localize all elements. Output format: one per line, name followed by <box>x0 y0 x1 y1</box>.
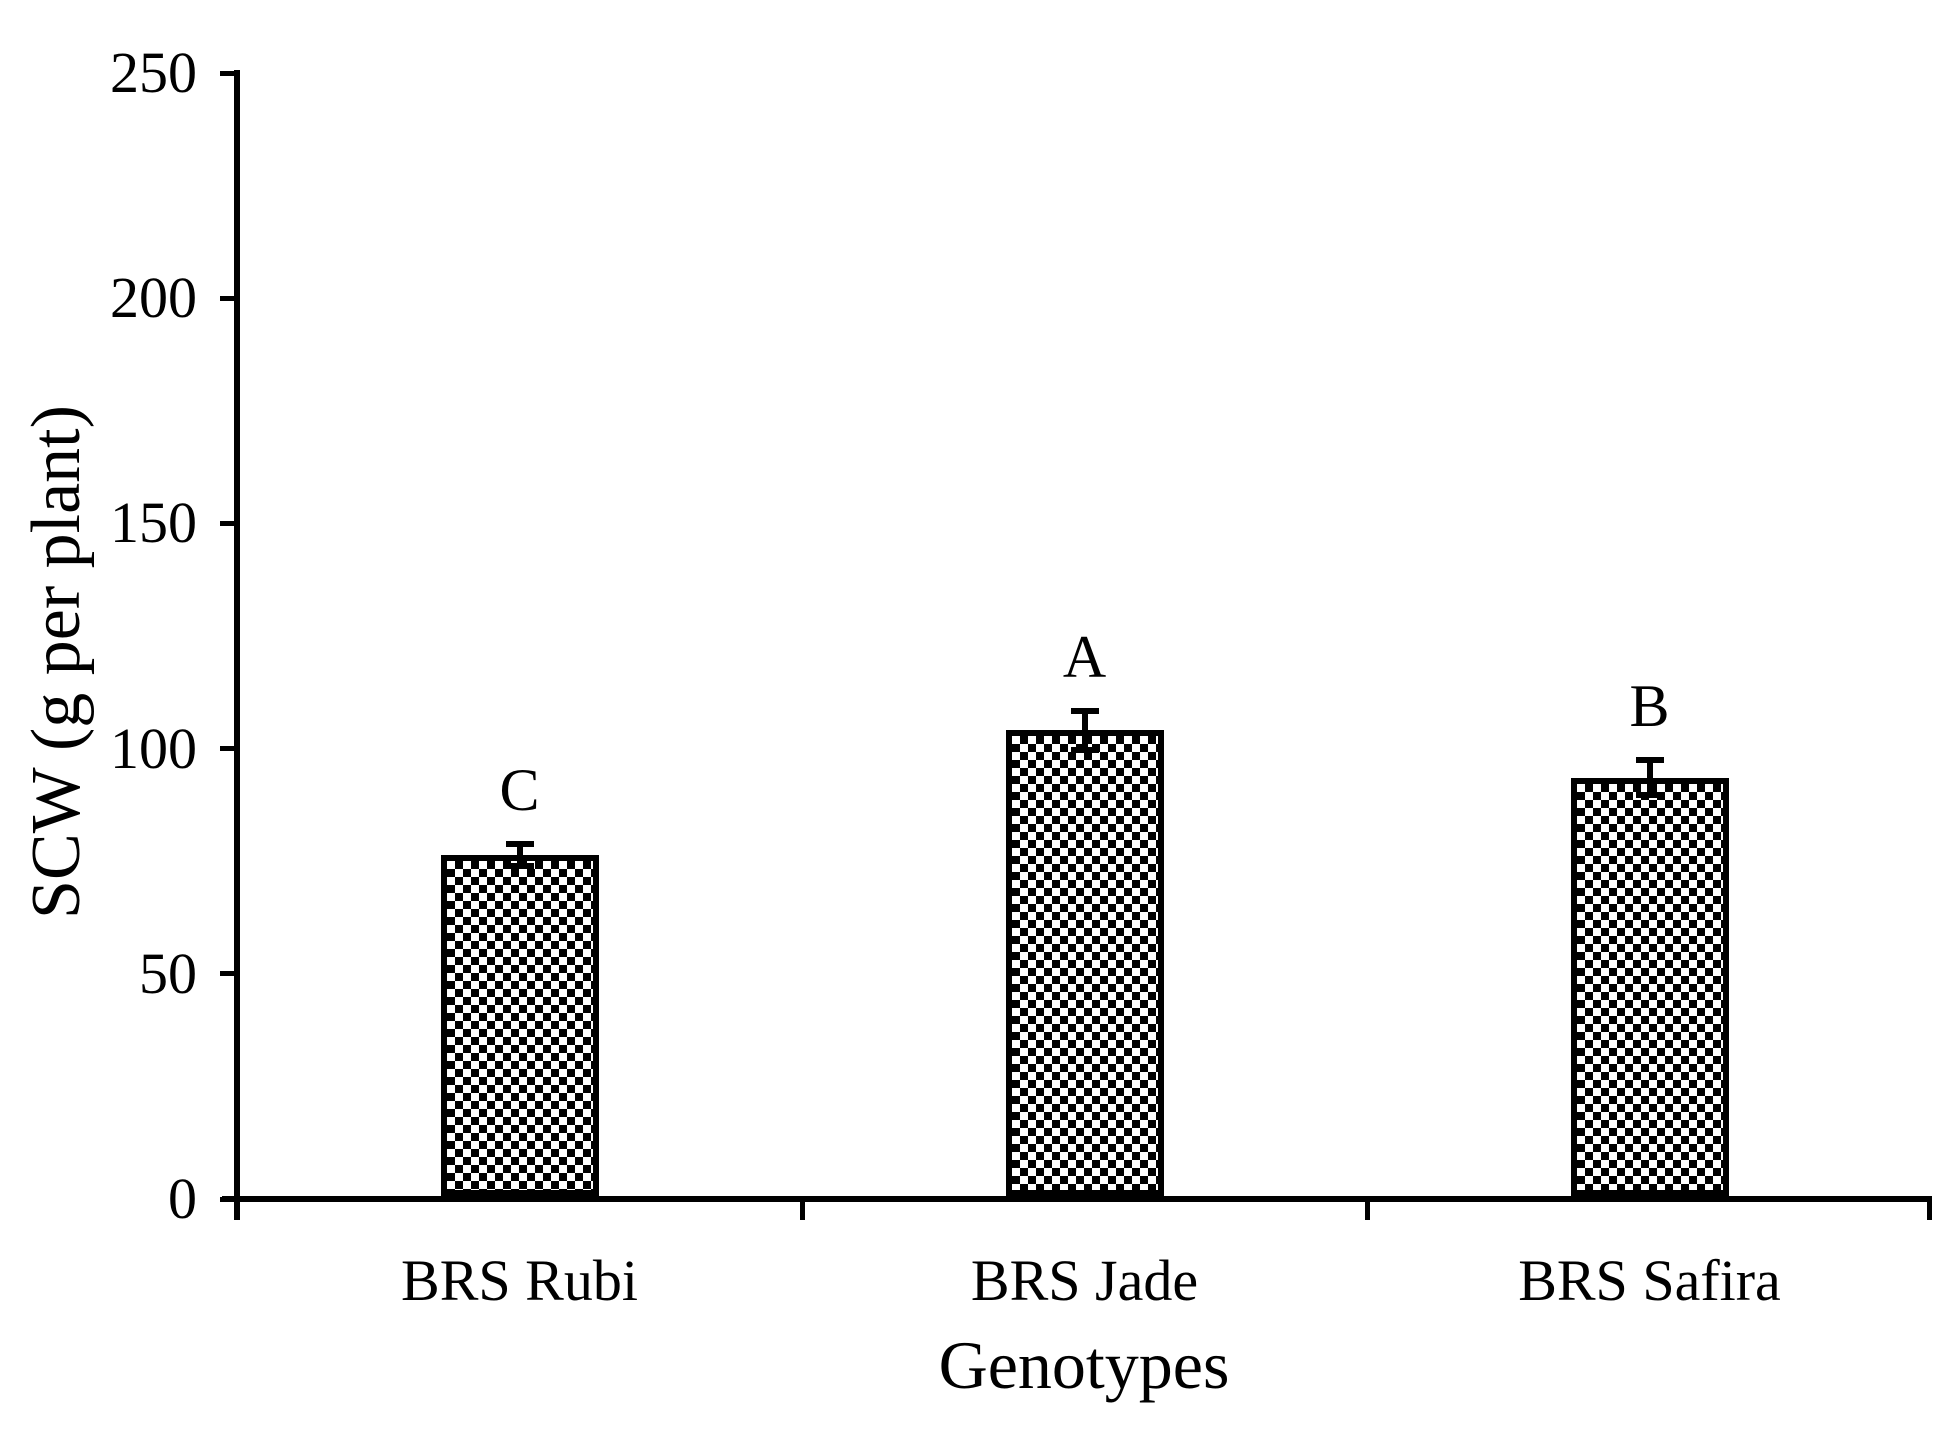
bar <box>1005 730 1164 1196</box>
y-tick-label: 150 <box>110 490 197 556</box>
y-tick-mark <box>220 295 237 301</box>
y-tick-mark <box>220 1196 237 1202</box>
error-bar-whisker <box>1081 710 1088 750</box>
y-tick-mark <box>220 520 237 526</box>
significance-letter: B <box>1629 673 1670 740</box>
y-tick-mark <box>220 971 237 977</box>
category-label: BRS Jade <box>970 1248 1199 1313</box>
y-axis-line <box>234 70 240 1220</box>
error-bar-cap <box>1635 757 1664 764</box>
x-tick-mark <box>799 1199 805 1220</box>
error-bar-whisker <box>1646 760 1653 796</box>
y-tick-label: 0 <box>168 1166 197 1231</box>
x-axis-title: Genotypes <box>938 1327 1230 1403</box>
y-axis-title: SCW (g per plant) <box>18 405 95 919</box>
error-bar-cap <box>1635 792 1664 799</box>
x-tick-mark <box>1926 1199 1932 1220</box>
error-bar-cap <box>505 862 534 869</box>
significance-letter: A <box>1062 623 1107 690</box>
error-bar-whisker <box>516 844 523 866</box>
error-bar-cap <box>505 841 534 848</box>
error-bar-cap <box>1070 707 1099 714</box>
category-label: BRS Safira <box>1518 1248 1781 1313</box>
y-tick-mark <box>220 70 237 76</box>
y-tick-label: 250 <box>110 40 197 105</box>
y-tick-label: 100 <box>110 715 197 781</box>
x-axis-line <box>222 1196 1932 1202</box>
y-tick-label: 200 <box>110 265 197 331</box>
significance-letter: C <box>499 757 540 824</box>
bar <box>1570 777 1729 1196</box>
category-label: BRS Rubi <box>401 1248 638 1313</box>
bar <box>440 854 599 1196</box>
y-tick-label: 50 <box>139 940 197 1006</box>
error-bar-cap <box>1070 746 1099 753</box>
y-tick-mark <box>220 746 237 752</box>
x-tick-mark <box>1364 1199 1370 1220</box>
